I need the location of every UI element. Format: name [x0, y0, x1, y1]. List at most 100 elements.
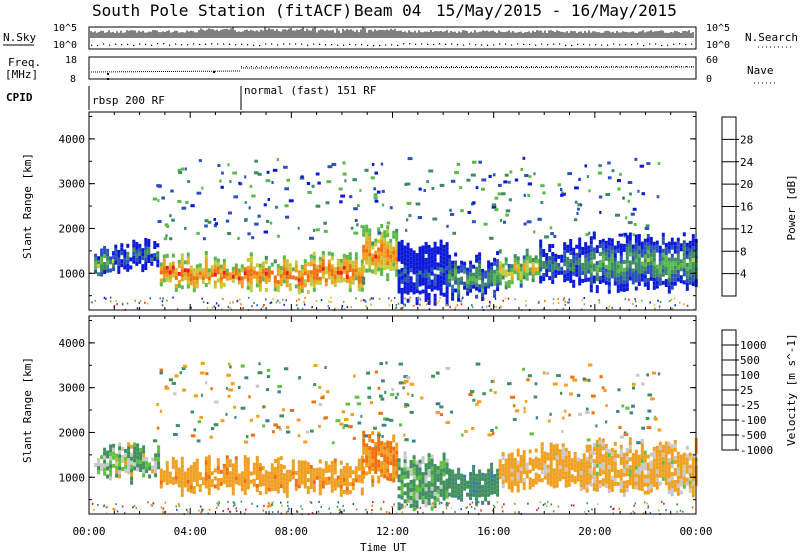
data-cell	[168, 475, 172, 480]
scatter-cell	[352, 178, 357, 182]
data-cell	[576, 473, 580, 478]
data-cell	[439, 464, 443, 469]
data-cell	[507, 473, 511, 478]
data-cell	[528, 469, 532, 474]
data-cell	[294, 470, 298, 475]
data-cell	[436, 473, 440, 478]
data-cell	[186, 284, 190, 289]
data-cell	[646, 234, 650, 238]
data-cell	[418, 463, 422, 468]
data-cell	[303, 460, 307, 465]
data-cell	[481, 284, 485, 289]
data-cell	[106, 252, 110, 257]
data-cell	[103, 471, 107, 476]
data-cell	[415, 253, 419, 258]
data-cell	[315, 280, 319, 285]
near-range-cell	[404, 304, 406, 307]
data-cell	[585, 468, 589, 473]
near-range-cell	[271, 504, 274, 506]
scatter-cell	[269, 221, 273, 225]
data-cell	[201, 272, 205, 277]
data-cell	[147, 259, 151, 263]
data-cell	[303, 472, 307, 477]
near-range-cell	[301, 508, 304, 511]
data-cell	[634, 457, 638, 462]
data-cell	[333, 267, 337, 271]
data-cell	[445, 290, 449, 295]
data-cell	[264, 474, 268, 479]
data-cell	[403, 459, 407, 464]
data-cell	[145, 465, 149, 470]
data-cell	[679, 466, 683, 471]
data-cell	[380, 268, 384, 272]
data-cell	[589, 458, 593, 463]
data-cell	[371, 439, 375, 444]
data-cell	[478, 260, 482, 265]
data-cell	[688, 476, 692, 481]
data-cell	[273, 471, 277, 475]
data-cell	[415, 496, 419, 501]
data-cell	[406, 482, 410, 487]
data-cell	[333, 283, 337, 287]
data-cell	[661, 456, 665, 461]
data-cell	[279, 270, 283, 275]
data-cell	[395, 240, 399, 245]
data-cell	[589, 288, 593, 293]
scatter-cell	[493, 391, 497, 395]
scatter-cell	[305, 430, 310, 434]
data-cell	[213, 468, 217, 473]
data-cell	[219, 264, 223, 269]
data-cell	[484, 481, 488, 486]
data-cell	[162, 474, 166, 479]
data-cell	[534, 460, 538, 465]
data-cell	[558, 461, 562, 466]
near-range-cell	[478, 501, 480, 504]
data-cell	[661, 476, 665, 481]
data-cell	[493, 269, 497, 274]
data-cell	[300, 289, 304, 293]
data-cell	[607, 289, 611, 294]
data-cell	[454, 276, 458, 281]
data-cell	[97, 462, 101, 467]
data-cell	[439, 243, 443, 248]
data-cell	[424, 483, 428, 488]
data-cell	[430, 462, 434, 467]
data-cell	[312, 267, 316, 272]
data-cell	[240, 487, 244, 492]
data-cell	[318, 268, 322, 273]
near-range-cell	[103, 296, 106, 299]
data-cell	[354, 260, 358, 265]
data-cell	[604, 244, 608, 249]
data-cell	[655, 481, 659, 486]
data-cell	[216, 278, 220, 283]
data-cell	[679, 247, 683, 252]
data-cell	[285, 469, 289, 474]
scatter-cell	[225, 219, 230, 223]
data-cell	[610, 238, 614, 243]
data-cell	[371, 245, 375, 250]
nsearch-dot	[475, 44, 477, 46]
data-cell	[546, 452, 550, 457]
data-cell	[448, 476, 452, 481]
scatter-cell	[470, 390, 475, 394]
data-cell	[519, 463, 523, 467]
data-cell	[249, 280, 253, 285]
data-cell	[309, 262, 313, 267]
data-cell	[646, 250, 650, 254]
data-cell	[454, 264, 458, 269]
data-cell	[118, 474, 122, 479]
data-cell	[658, 457, 662, 462]
data-cell	[174, 275, 178, 280]
data-cell	[412, 507, 416, 512]
data-cell	[549, 442, 553, 447]
data-cell	[478, 473, 482, 478]
data-cell	[445, 270, 449, 275]
data-cell	[667, 442, 671, 447]
nsearch-dot	[625, 44, 627, 46]
near-range-cell	[235, 510, 238, 513]
data-cell	[321, 480, 325, 485]
data-cell	[581, 250, 585, 255]
data-cell	[409, 284, 413, 289]
near-range-cell	[454, 306, 457, 309]
scatter-cell	[377, 386, 381, 390]
